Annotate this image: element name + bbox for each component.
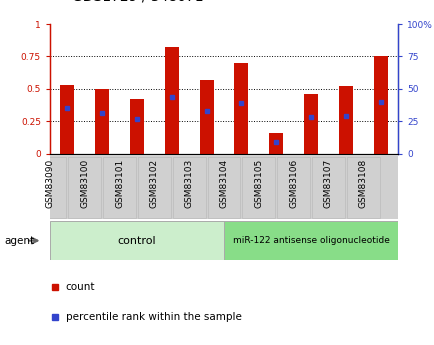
Text: GSM83106: GSM83106 xyxy=(289,158,297,208)
Text: agent: agent xyxy=(4,236,34,246)
Text: GSM83108: GSM83108 xyxy=(358,158,367,208)
Bar xyxy=(68,157,101,218)
Text: GSM83090: GSM83090 xyxy=(46,158,54,208)
Text: GSM83101: GSM83101 xyxy=(115,158,124,208)
Bar xyxy=(138,157,171,218)
Bar xyxy=(338,86,352,154)
Bar xyxy=(224,221,397,260)
Bar xyxy=(311,157,344,218)
Bar xyxy=(172,157,205,218)
Text: GSM83103: GSM83103 xyxy=(184,158,193,208)
Bar xyxy=(346,157,379,218)
Text: percentile rank within the sample: percentile rank within the sample xyxy=(66,312,241,322)
Bar xyxy=(164,47,178,154)
Bar xyxy=(234,63,248,154)
Bar xyxy=(276,157,309,218)
Bar xyxy=(95,89,109,154)
Bar xyxy=(33,157,66,218)
Text: control: control xyxy=(118,236,156,246)
Text: GDS1729 / 348071: GDS1729 / 348071 xyxy=(72,0,203,3)
Bar xyxy=(373,57,387,154)
Bar xyxy=(207,157,240,218)
Bar xyxy=(199,80,213,154)
Bar xyxy=(103,157,136,218)
Bar xyxy=(60,85,74,154)
Bar xyxy=(50,155,397,219)
Text: count: count xyxy=(66,282,95,292)
Text: GSM83105: GSM83105 xyxy=(254,158,263,208)
Text: GSM83102: GSM83102 xyxy=(150,158,158,208)
Bar xyxy=(242,157,275,218)
Text: GSM83107: GSM83107 xyxy=(323,158,332,208)
Text: GSM83100: GSM83100 xyxy=(80,158,89,208)
Text: miR-122 antisense oligonucleotide: miR-122 antisense oligonucleotide xyxy=(232,236,388,245)
Bar xyxy=(269,133,283,154)
Text: GSM83104: GSM83104 xyxy=(219,158,228,208)
Bar xyxy=(130,99,144,154)
Bar xyxy=(303,94,317,154)
Bar xyxy=(50,221,224,260)
